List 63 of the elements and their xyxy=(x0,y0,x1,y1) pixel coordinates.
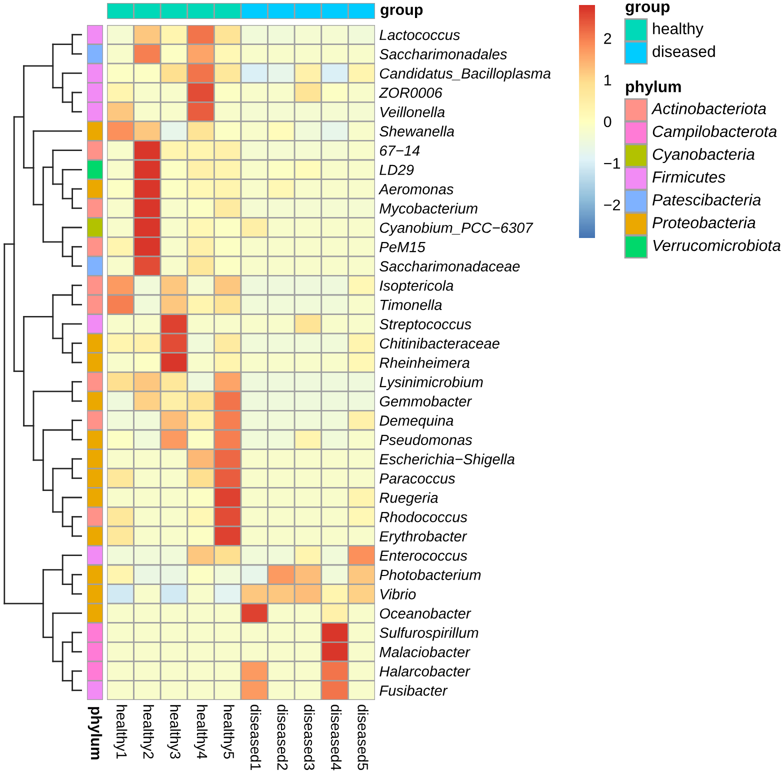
legend-title: group xyxy=(626,3,670,16)
color-bar-label: 0 xyxy=(604,116,612,128)
x-tick-label: diseased2 xyxy=(277,704,288,770)
y-tick-label: Malaciobacter xyxy=(380,646,470,658)
y-tick-label: Photobacterium xyxy=(380,569,481,580)
y-tick-label: Gemmobacter xyxy=(380,396,472,406)
y-tick-label: Ruegeria xyxy=(380,492,438,506)
color-bar-label: 1 xyxy=(604,74,612,86)
legend-label: healthy xyxy=(653,22,704,38)
y-tick-label: PeM15 xyxy=(380,242,426,252)
y-tick-label: Oceanobacter xyxy=(380,608,472,619)
legend-label: Firmicutes xyxy=(652,170,726,183)
legend-label: Campilobacterota xyxy=(652,125,777,140)
y-tick-label: Paracoccus xyxy=(380,473,456,484)
text: phylum xyxy=(88,707,102,760)
legend-label: diseased xyxy=(652,45,715,58)
y-tick-label: Demequina xyxy=(380,415,454,429)
y-tick-label: LD29 xyxy=(380,164,414,176)
y-tick-label: ZOR0006 xyxy=(378,88,442,98)
color-bar-label: 2 xyxy=(604,33,612,44)
y-tick-label: Erythrobacter xyxy=(380,530,468,544)
y-tick-label: 67−14 xyxy=(380,145,420,156)
legend-label: Proteobacteria xyxy=(652,216,756,228)
x-tick-label: diseased1 xyxy=(250,704,262,770)
legend-label: Actinobacteriota xyxy=(651,102,766,114)
y-tick-label: Candidatus_Bacilloplasma xyxy=(380,68,551,82)
y-tick-label: Saccharimonadales xyxy=(380,48,507,60)
text: group xyxy=(380,6,423,18)
x-tick-label: diseased5 xyxy=(358,704,368,770)
x-tick-label: healthy4 xyxy=(194,705,208,759)
color-bar-label: −1 xyxy=(604,158,620,169)
y-tick-label: Sulfurospirillum xyxy=(380,627,478,641)
x-tick-label: healthy1 xyxy=(114,705,128,759)
y-tick-label: Mycobacterium xyxy=(380,202,478,217)
legend-label: Cyanobacteria xyxy=(652,148,754,164)
x-tick-label: healthy5 xyxy=(220,705,234,759)
y-tick-label: Lactococcus xyxy=(380,30,460,40)
y-tick-label: Streptococcus xyxy=(380,319,472,332)
y-tick-label: Isoptericola xyxy=(380,280,454,294)
x-tick-label: healthy3 xyxy=(167,705,181,759)
y-tick-label: Chitinibacteraceae xyxy=(380,338,500,349)
y-tick-label: Halarcobacter xyxy=(380,666,470,676)
y-tick-label: Lysinimicrobium xyxy=(380,376,483,390)
y-tick-label: Enterococcus xyxy=(380,550,468,561)
x-tick-label: diseased4 xyxy=(330,704,342,770)
y-tick-label: Shewanella xyxy=(380,126,454,136)
y-tick-label: Saccharimonadaceae xyxy=(380,260,520,272)
x-tick-label: healthy2 xyxy=(140,705,154,759)
x-tick-label: diseased3 xyxy=(304,704,315,770)
y-tick-label: Fusibacter xyxy=(380,685,448,696)
legend-label: Patescibacteria xyxy=(652,194,761,206)
y-tick-label: Vibrio xyxy=(380,588,416,600)
legend-title: phylum xyxy=(626,80,681,96)
y-tick-label: Cyanobium_PCC−6307 xyxy=(380,222,534,236)
y-tick-label: Rhodococcus xyxy=(380,512,468,522)
y-tick-label: Timonella xyxy=(380,299,442,310)
y-tick-label: Veillonella xyxy=(380,106,445,118)
y-tick-label: Pseudomonas xyxy=(380,434,472,446)
y-tick-label: Aeromonas xyxy=(378,184,454,194)
y-tick-label: Escherichia−Shigella xyxy=(380,454,514,468)
legend-label: Verrucomicrobiota xyxy=(653,239,780,252)
color-bar-label: −2 xyxy=(604,200,620,210)
y-tick-label: Rheinheimera xyxy=(380,357,470,368)
